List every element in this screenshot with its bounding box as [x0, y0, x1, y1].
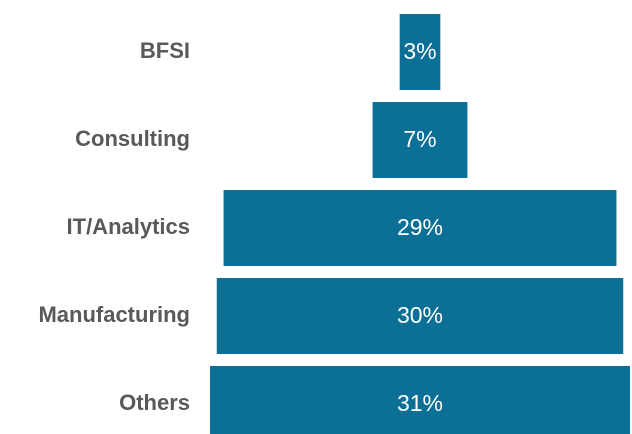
bar	[210, 366, 630, 434]
category-label: Consulting	[75, 126, 190, 151]
value-label: 31%	[397, 390, 443, 416]
bar	[216, 278, 624, 354]
bar	[372, 102, 468, 178]
value-label: 30%	[397, 302, 443, 328]
category-label: BFSI	[140, 38, 190, 63]
bar	[223, 190, 617, 266]
category-label: IT/Analytics	[67, 214, 190, 239]
value-label: 3%	[403, 38, 436, 64]
bar	[399, 14, 441, 90]
value-label: 7%	[403, 126, 436, 152]
category-label: Manufacturing	[38, 302, 190, 327]
category-label: Others	[119, 390, 190, 415]
value-label: 29%	[397, 214, 443, 240]
